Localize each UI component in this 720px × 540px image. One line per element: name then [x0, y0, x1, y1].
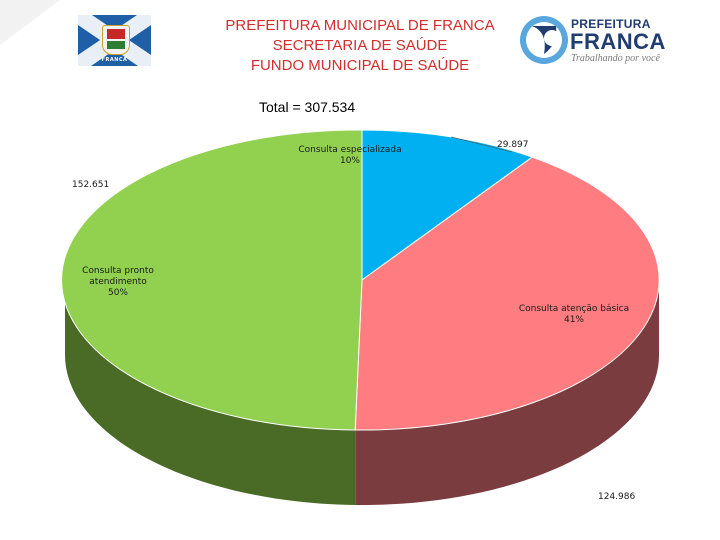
header-line-1: PREFEITURA MUNICIPAL DE FRANCA — [225, 17, 495, 34]
slice-name-especializada: Consulta especializada — [298, 145, 402, 155]
slice-label-pronto-atendimento: Consulta pronto atendimento 50% — [78, 266, 158, 299]
pie-side-atencao-basica — [355, 280, 659, 505]
slice-name-atencao-basica: Consulta atenção básica — [518, 304, 630, 314]
page-header: PREFEITURA MUNICIPAL DE FRANCA SECRETARI… — [200, 16, 520, 76]
municipal-flag-icon: FRANCA — [78, 15, 151, 66]
logo-top-text: PREFEITURA — [571, 17, 651, 31]
slice-percent-pronto-atendimento: 50% — [107, 288, 128, 298]
slice-value-atencao-basica: 124.986 — [598, 492, 636, 502]
coat-of-arms-icon — [102, 25, 130, 55]
slice-percent-atencao-basica: 41% — [563, 315, 584, 325]
pie-slice-especializada — [361, 129, 534, 281]
corner-decoration — [0, 0, 60, 45]
slice-value-especializada: 29.897 — [497, 140, 529, 150]
slice-name-pronto-atendimento-2: atendimento — [89, 277, 147, 287]
slice-value-pronto-atendimento: 152.651 — [72, 180, 110, 190]
pie-slice-atencao-basica — [354, 156, 660, 431]
chart-title: Total = 307.534 — [259, 99, 356, 115]
header-line-3: FUNDO MUNICIPAL DE SAÚDE — [250, 57, 470, 74]
pie-sides — [65, 280, 659, 505]
prefeitura-logo-icon — [520, 16, 568, 64]
pie-slice-pronto-atendimento — [61, 129, 363, 431]
logo-main-text: FRANCA — [570, 29, 666, 54]
pie-tops — [61, 129, 660, 431]
leader-line-especializada — [451, 136, 513, 153]
slice-label-especializada: Consulta especializada 10% — [297, 145, 403, 167]
header-line-2: SECRETARIA DE SAÚDE — [272, 37, 448, 54]
pie-side-pronto-atendimento — [65, 280, 356, 505]
flag-text: FRANCA — [101, 57, 128, 63]
slice-percent-especializada: 10% — [339, 156, 360, 166]
slice-name-pronto-atendimento-1: Consulta pronto — [82, 266, 154, 276]
logo-slogan: Trabalhando por você — [571, 53, 660, 64]
slice-label-atencao-basica: Consulta atenção básica 41% — [512, 304, 636, 326]
